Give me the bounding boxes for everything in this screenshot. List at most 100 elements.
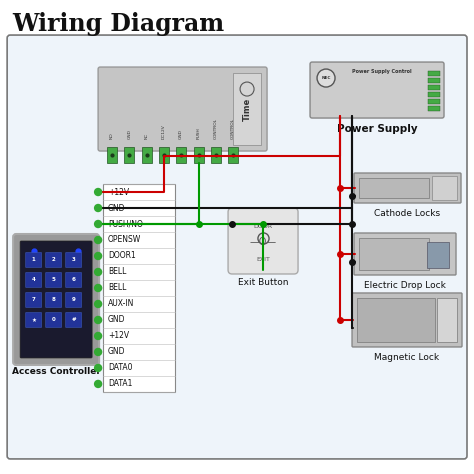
Text: 4: 4 — [32, 277, 36, 283]
Circle shape — [95, 365, 101, 372]
Text: DATA1: DATA1 — [108, 380, 132, 389]
Bar — [142, 147, 152, 163]
Text: DC12V: DC12V — [162, 124, 166, 139]
FancyBboxPatch shape — [354, 233, 456, 275]
Text: 8: 8 — [52, 298, 55, 302]
Bar — [193, 147, 203, 163]
Text: DOOR1: DOOR1 — [108, 252, 136, 261]
Text: OPENSW: OPENSW — [108, 236, 141, 245]
Text: Exit Button: Exit Button — [238, 278, 288, 287]
Text: Power Supply: Power Supply — [337, 124, 417, 134]
FancyBboxPatch shape — [310, 62, 444, 118]
FancyBboxPatch shape — [352, 293, 462, 347]
Circle shape — [95, 284, 101, 292]
Circle shape — [95, 253, 101, 259]
Circle shape — [95, 268, 101, 275]
Bar — [359, 178, 429, 198]
Text: GND: GND — [108, 347, 126, 356]
Text: PUSH/NO: PUSH/NO — [108, 219, 143, 228]
FancyBboxPatch shape — [46, 253, 62, 267]
Circle shape — [95, 189, 101, 195]
Bar — [103, 184, 175, 392]
FancyBboxPatch shape — [46, 312, 62, 328]
Bar — [428, 99, 440, 104]
Circle shape — [95, 381, 101, 387]
Bar — [124, 147, 135, 163]
Bar — [228, 147, 238, 163]
Circle shape — [317, 69, 335, 87]
FancyBboxPatch shape — [26, 312, 42, 328]
Text: 9: 9 — [72, 298, 75, 302]
FancyBboxPatch shape — [13, 234, 99, 365]
Text: Wiring Diagram: Wiring Diagram — [12, 12, 224, 36]
Circle shape — [95, 317, 101, 323]
Bar — [107, 147, 117, 163]
Text: Access Controller: Access Controller — [12, 367, 100, 376]
Text: GND: GND — [128, 129, 131, 139]
Text: +12V: +12V — [108, 331, 129, 340]
Bar — [428, 85, 440, 90]
FancyBboxPatch shape — [46, 273, 62, 288]
Text: Time: Time — [243, 98, 252, 121]
Text: ★: ★ — [31, 318, 36, 322]
Text: NC: NC — [145, 133, 149, 139]
FancyBboxPatch shape — [7, 35, 467, 459]
Text: GND: GND — [108, 316, 126, 325]
Text: 7: 7 — [32, 298, 36, 302]
Text: +12V: +12V — [108, 188, 129, 197]
FancyBboxPatch shape — [26, 253, 42, 267]
Text: 6: 6 — [72, 277, 75, 283]
Text: Magnetic Lock: Magnetic Lock — [374, 353, 439, 362]
Bar — [427, 242, 449, 268]
FancyBboxPatch shape — [65, 292, 82, 308]
Text: DOOR: DOOR — [254, 224, 273, 228]
Bar — [437, 298, 457, 342]
Text: 3: 3 — [72, 257, 75, 263]
Bar — [176, 147, 186, 163]
Circle shape — [95, 332, 101, 339]
Text: Power Supply Control: Power Supply Control — [352, 69, 412, 74]
Text: 2: 2 — [52, 257, 55, 263]
Text: BELL: BELL — [108, 283, 127, 292]
Circle shape — [95, 237, 101, 244]
Bar — [428, 106, 440, 111]
FancyBboxPatch shape — [98, 67, 267, 151]
Circle shape — [95, 348, 101, 356]
FancyBboxPatch shape — [26, 273, 42, 288]
FancyBboxPatch shape — [65, 312, 82, 328]
Text: #: # — [71, 318, 76, 322]
Text: BELL: BELL — [108, 267, 127, 276]
Bar — [357, 298, 435, 342]
Circle shape — [95, 301, 101, 308]
Bar — [233, 73, 261, 145]
Circle shape — [95, 220, 101, 228]
Text: NEC: NEC — [321, 76, 331, 80]
FancyBboxPatch shape — [354, 173, 461, 203]
Text: Electric Drop Lock: Electric Drop Lock — [364, 281, 446, 290]
Text: EXIT: EXIT — [256, 257, 270, 263]
FancyBboxPatch shape — [65, 273, 82, 288]
Text: NO: NO — [110, 132, 114, 139]
FancyBboxPatch shape — [26, 292, 42, 308]
Bar — [211, 147, 221, 163]
Text: CONTROL: CONTROL — [214, 118, 218, 139]
Text: GND: GND — [108, 203, 126, 212]
Bar — [159, 147, 169, 163]
Text: —O—: —O— — [249, 237, 277, 247]
Bar — [428, 71, 440, 76]
FancyBboxPatch shape — [46, 292, 62, 308]
Text: AUX-IN: AUX-IN — [108, 300, 135, 309]
Circle shape — [95, 204, 101, 211]
Text: 1: 1 — [32, 257, 36, 263]
FancyBboxPatch shape — [65, 253, 82, 267]
Text: PUSH: PUSH — [197, 128, 201, 139]
Text: GND: GND — [179, 129, 183, 139]
Text: DATA0: DATA0 — [108, 364, 133, 373]
Text: CONTROL: CONTROL — [231, 118, 235, 139]
Bar — [428, 92, 440, 97]
Text: 0: 0 — [52, 318, 55, 322]
Bar — [428, 78, 440, 83]
Text: 5: 5 — [52, 277, 55, 283]
FancyBboxPatch shape — [228, 208, 298, 274]
Text: Cathode Locks: Cathode Locks — [374, 209, 440, 218]
